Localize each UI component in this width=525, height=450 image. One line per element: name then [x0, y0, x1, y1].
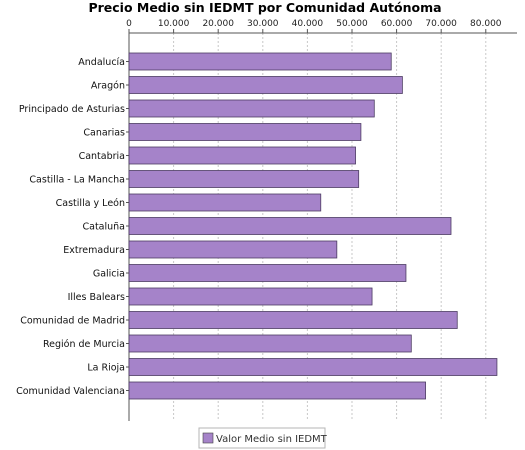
category-label: Principado de Asturias [19, 104, 125, 115]
category-label: Cantabria [79, 151, 125, 162]
legend-swatch [202, 432, 214, 444]
bar [128, 240, 338, 259]
chart-title: Precio Medio sin IEDMT por Comunidad Aut… [88, 0, 441, 15]
bar [128, 170, 360, 188]
bar [128, 146, 356, 165]
category-label: Andalucía [78, 57, 125, 68]
legend-label: Valor Medio sin IEDMT [216, 434, 328, 445]
category-label: Castilla - La Mancha [29, 175, 125, 186]
x-tick-label: 0 [126, 19, 132, 29]
legend-box [198, 427, 326, 449]
bar [128, 264, 407, 282]
category-label: Galicia [93, 269, 125, 280]
category-label: Castilla y León [56, 198, 125, 209]
category-label: La Rioja [87, 363, 125, 374]
grid-lines [173, 33, 487, 421]
bars [128, 52, 498, 400]
bar [128, 99, 375, 118]
bar [128, 381, 426, 400]
x-tick-label: 80.000 [470, 19, 502, 29]
x-tick-label: 40.000 [292, 19, 324, 29]
legend: Valor Medio sin IEDMT [198, 427, 328, 449]
bar [128, 287, 373, 306]
category-label: Cataluña [82, 222, 125, 233]
bar [128, 217, 452, 235]
x-tick-label: 20.000 [202, 19, 234, 29]
category-label: Comunidad de Madrid [20, 316, 125, 327]
x-tick-label: 10.000 [158, 19, 190, 29]
category-label: Comunidad Valenciana [16, 386, 125, 397]
category-label: Región de Murcia [43, 339, 125, 350]
bar [128, 358, 498, 376]
bar [128, 123, 362, 141]
x-tick-label: 30.000 [247, 19, 279, 29]
x-tick-label: 60.000 [381, 19, 413, 29]
bar [128, 52, 392, 71]
x-tick-label: 70.000 [425, 19, 457, 29]
bar [128, 193, 322, 212]
bar [128, 76, 403, 94]
x-tick-label: 50.000 [336, 19, 368, 29]
category-label: Aragón [91, 81, 125, 92]
axes: 0 10.000 20.000 30.000 40.000 50.000 60.000 70.… [126, 19, 517, 421]
bar [128, 334, 412, 353]
bar [128, 311, 458, 329]
category-label: Canarias [83, 128, 125, 139]
category-label: Extremadura [63, 245, 125, 256]
category-label: Illes Balears [68, 292, 125, 303]
category-labels: Andalucía Aragón Principado de Asturias Can… [16, 57, 125, 397]
